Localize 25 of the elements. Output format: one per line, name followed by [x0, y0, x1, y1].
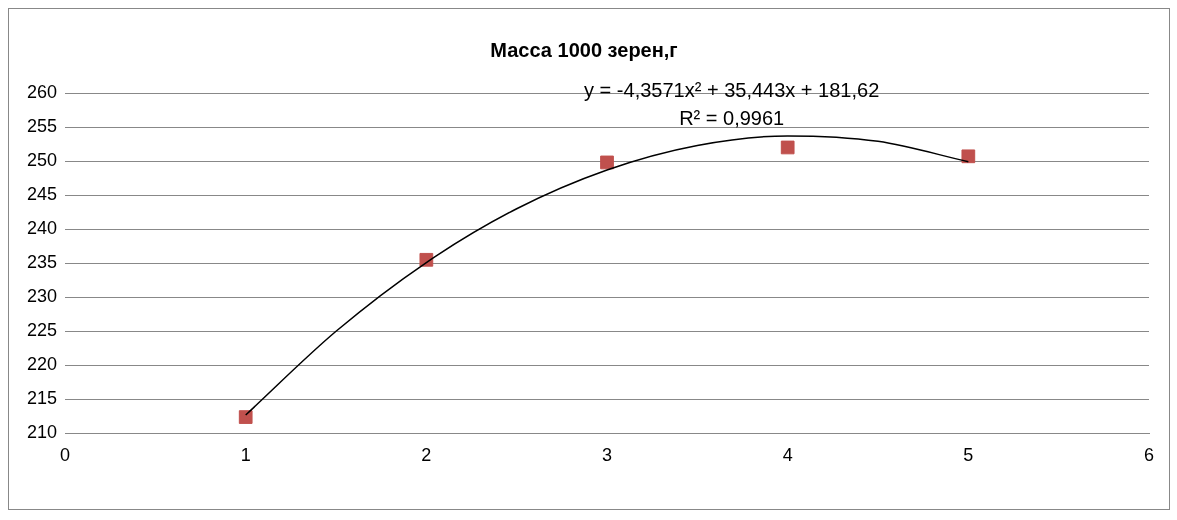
y-tick-label: 260 [26, 81, 58, 102]
point [600, 155, 614, 170]
y-tick-label: 250 [26, 150, 58, 171]
y-tick-label: 210 [26, 422, 58, 443]
x-tick-label: 1 [240, 445, 251, 466]
point [780, 140, 795, 155]
y-tick-label: 215 [26, 388, 58, 409]
y-tick-label: 230 [26, 286, 58, 307]
x-tick-label: 5 [963, 445, 974, 466]
y-tick-label: 255 [26, 116, 58, 137]
x-tick-label: 3 [602, 445, 613, 466]
y-tick-label: 225 [26, 320, 58, 341]
annotation: R² = 0,9961 [679, 106, 785, 129]
x-tick-label: 4 [782, 445, 793, 466]
annotation: y = -4,3571x² + 35,443x + 181,62 [584, 78, 880, 101]
point [238, 410, 253, 424]
x-tick-label: 2 [421, 445, 432, 466]
x-tick-label: 0 [60, 445, 71, 466]
y-tick-label: 245 [26, 184, 58, 205]
point [961, 149, 976, 164]
chart-title: Масса 1000 зерен,г [490, 38, 678, 61]
y-tick-label: 235 [26, 252, 58, 273]
y-tick-label: 220 [26, 354, 58, 375]
y-tick-label: 240 [26, 218, 58, 239]
x-tick-label: 6 [1143, 445, 1155, 466]
